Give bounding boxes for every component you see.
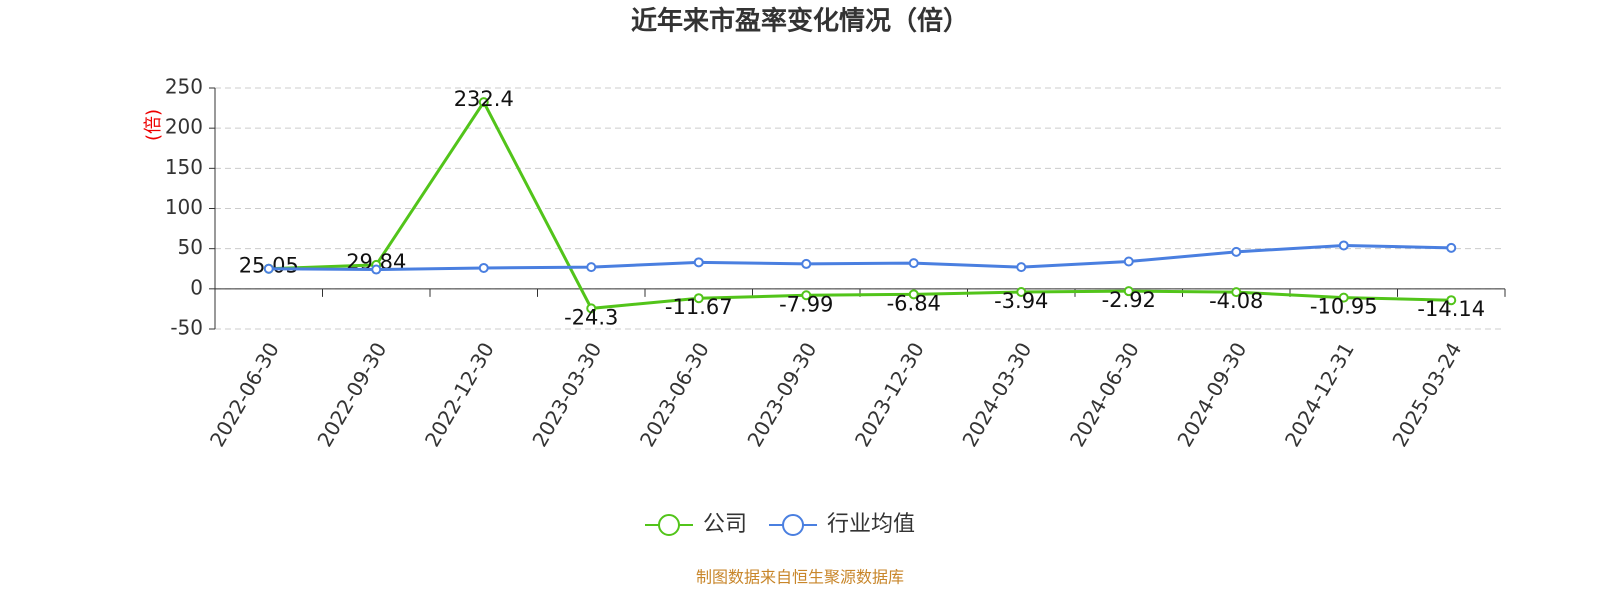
x-tick-label: 2024-12-31 bbox=[1280, 338, 1359, 451]
y-tick-label: 200 bbox=[165, 115, 203, 139]
data-label: -7.99 bbox=[779, 292, 833, 316]
data-label: -10.95 bbox=[1310, 295, 1378, 319]
y-tick-label: 0 bbox=[190, 275, 203, 299]
point bbox=[801, 258, 812, 269]
data-label: 232.4 bbox=[454, 87, 514, 111]
point bbox=[801, 290, 812, 301]
y-axis-label: (倍) bbox=[143, 109, 164, 141]
legend-marker bbox=[658, 514, 680, 536]
legend-label: 行业均值 bbox=[827, 512, 915, 537]
y-tick-label: 250 bbox=[165, 75, 203, 99]
legend-label: 公司 bbox=[703, 512, 747, 537]
legend-item: 行业均值 bbox=[769, 512, 915, 537]
x-tick-label: 2023-12-30 bbox=[850, 338, 929, 451]
y-tick-label: 100 bbox=[165, 195, 203, 219]
x-tick-label: 2022-06-30 bbox=[205, 338, 284, 451]
point bbox=[1231, 287, 1242, 298]
point bbox=[693, 293, 704, 304]
point bbox=[1446, 295, 1457, 306]
point bbox=[1016, 286, 1027, 297]
point bbox=[908, 289, 919, 300]
data-label: -4.08 bbox=[1209, 289, 1263, 313]
x-tick-label: 2024-09-30 bbox=[1172, 338, 1251, 451]
data-label: -3.94 bbox=[994, 289, 1048, 313]
legend-item: 公司 bbox=[645, 512, 747, 537]
point bbox=[908, 258, 919, 269]
point bbox=[1338, 240, 1349, 251]
point bbox=[1338, 292, 1349, 303]
y-tick-label: -50 bbox=[170, 316, 203, 340]
point bbox=[1016, 262, 1027, 273]
point bbox=[1123, 286, 1134, 297]
point bbox=[478, 97, 489, 108]
point bbox=[586, 262, 597, 273]
point bbox=[1446, 242, 1457, 253]
point bbox=[1231, 246, 1242, 257]
data-label: -24.3 bbox=[564, 305, 618, 329]
x-tick-label: 2022-09-30 bbox=[312, 338, 391, 451]
legend-marker bbox=[782, 514, 805, 536]
x-tick-label: 2025-03-24 bbox=[1387, 338, 1466, 451]
point bbox=[478, 262, 489, 273]
chart-title: 近年来市盈率变化情况（倍） bbox=[631, 6, 969, 37]
x-tick-label: 2023-06-30 bbox=[635, 338, 714, 451]
point bbox=[586, 303, 597, 314]
data-label: -14.14 bbox=[1417, 297, 1485, 321]
data-label: -2.92 bbox=[1102, 288, 1156, 312]
series-line bbox=[268, 243, 1452, 272]
y-tick-label: 150 bbox=[165, 155, 203, 179]
point bbox=[693, 257, 704, 268]
point bbox=[1123, 256, 1134, 267]
x-tick-label: 2023-09-30 bbox=[742, 338, 821, 451]
source-note: 制图数据来自恒生聚源数据库 bbox=[696, 568, 904, 587]
series-line bbox=[268, 99, 1452, 310]
x-tick-label: 2024-03-30 bbox=[957, 338, 1036, 451]
data-label: -6.84 bbox=[887, 291, 941, 315]
x-tick-label: 2023-03-30 bbox=[527, 338, 606, 451]
x-tick-label: 2022-12-30 bbox=[420, 338, 499, 451]
data-label: -11.67 bbox=[665, 295, 733, 319]
point bbox=[263, 263, 274, 274]
point bbox=[371, 264, 382, 275]
y-tick-label: 50 bbox=[178, 235, 203, 259]
x-tick-label: 2024-06-30 bbox=[1065, 338, 1144, 451]
